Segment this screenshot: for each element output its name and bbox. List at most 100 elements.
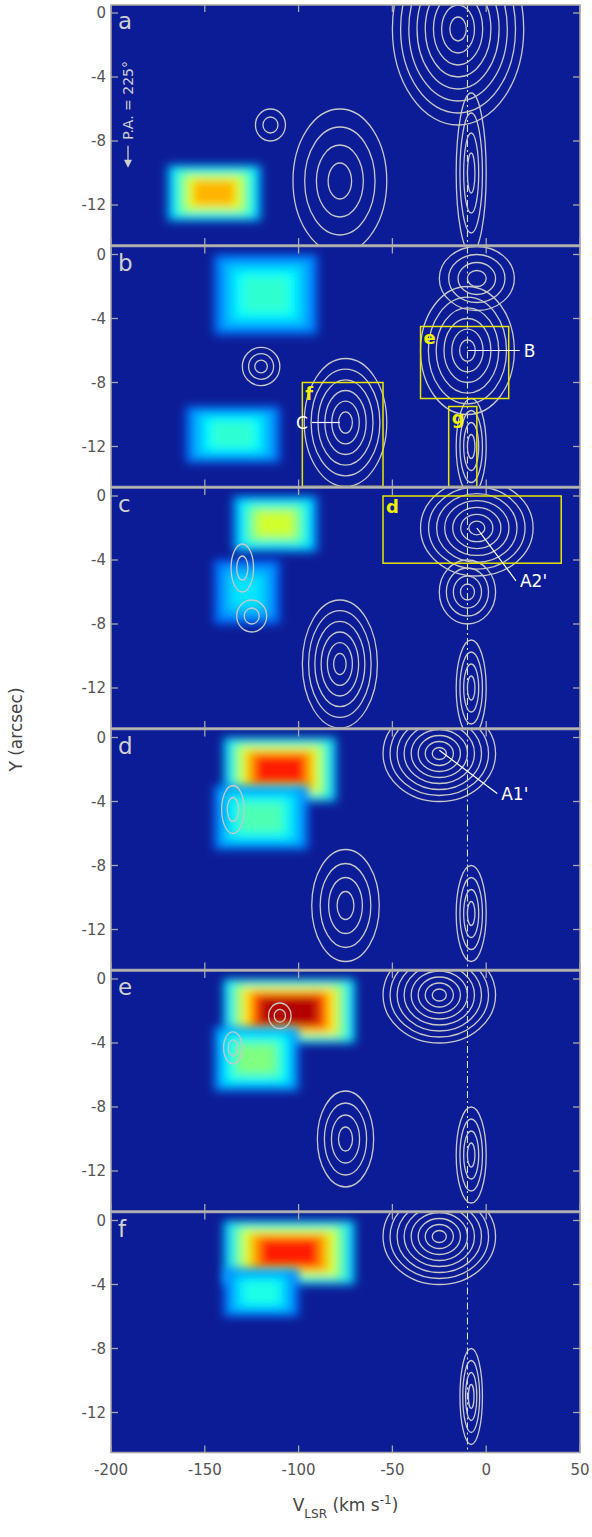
- contour: [460, 113, 483, 233]
- leader-line: [312, 422, 340, 423]
- contour: [411, 730, 467, 778]
- x-tick: [486, 247, 487, 254]
- contour: [242, 347, 280, 385]
- emission-region: [206, 418, 260, 450]
- contour: [397, 971, 481, 1031]
- x-axis-title-part: ): [392, 1495, 399, 1515]
- contour: [456, 640, 486, 728]
- x-tick: [298, 730, 299, 737]
- contour: [467, 676, 475, 700]
- panel-letter: a: [118, 8, 132, 34]
- x-tick: [298, 1213, 299, 1220]
- frame: [111, 1213, 580, 1453]
- x-tick: [298, 1446, 299, 1453]
- contour: [456, 866, 486, 962]
- frame: [111, 488, 580, 728]
- y-tick: [111, 495, 118, 496]
- y-tick-label: -4: [91, 551, 106, 569]
- contour: [467, 1143, 475, 1167]
- contour: [442, 5, 475, 53]
- x-tick-label: -100: [282, 1461, 316, 1479]
- emission-region: [257, 512, 294, 537]
- region-box: [449, 407, 477, 487]
- region-box: [421, 327, 509, 399]
- contour: [397, 1213, 481, 1273]
- x-tick: [298, 5, 299, 12]
- emission-region: [251, 992, 327, 1029]
- contour: [432, 989, 446, 1001]
- y-tick: [111, 318, 118, 319]
- contour: [390, 730, 488, 796]
- y-tick: [573, 495, 580, 496]
- feature-label: A2': [520, 571, 547, 591]
- x-tick: [579, 1213, 580, 1220]
- contour: [321, 632, 359, 696]
- box-label: e: [424, 327, 436, 348]
- emission-region: [221, 260, 310, 329]
- y-tick-label: -12: [82, 679, 107, 697]
- contour: [418, 1219, 460, 1255]
- contour: [263, 117, 278, 133]
- emission-region: [260, 1238, 318, 1266]
- y-tick: [573, 76, 580, 77]
- x-tick: [204, 5, 205, 12]
- plot-area: [214, 730, 495, 970]
- y-tick: [111, 382, 118, 383]
- x-tick: [204, 488, 205, 495]
- contour: [231, 544, 254, 592]
- panel-background: [111, 971, 580, 1211]
- panel-letter: f: [118, 1216, 127, 1242]
- frame: [111, 971, 580, 1211]
- contour: [311, 369, 380, 476]
- emission-region: [238, 1045, 275, 1073]
- y-tick-label: -4: [91, 1276, 106, 1294]
- contour: [464, 1131, 479, 1179]
- y-tick: [111, 1220, 118, 1221]
- y-tick: [111, 865, 118, 866]
- y-tick: [573, 1220, 580, 1221]
- y-tick: [111, 140, 118, 141]
- x-tick: [486, 971, 487, 978]
- contour: [305, 127, 375, 235]
- x-tick: [579, 238, 580, 245]
- contour: [433, 5, 482, 65]
- x-tick: [486, 1446, 487, 1453]
- contour: [439, 560, 495, 624]
- x-tick: [110, 971, 111, 978]
- contour: [467, 271, 486, 287]
- emission-region: [221, 790, 302, 845]
- contour: [463, 1361, 480, 1433]
- x-tick: [204, 1446, 205, 1453]
- contour: [460, 1119, 483, 1191]
- y-tick-label: -8: [91, 374, 106, 392]
- y-tick: [111, 737, 118, 738]
- y-tick: [573, 978, 580, 979]
- x-tick: [392, 1204, 393, 1211]
- contour: [337, 892, 354, 920]
- region-box: [302, 383, 383, 487]
- x-tick: [298, 488, 299, 495]
- x-tick: [110, 5, 111, 12]
- emission-region: [229, 1272, 294, 1313]
- plot-area: [224, 1213, 496, 1453]
- emission-region: [214, 1027, 298, 1091]
- x-axis-title-part: LSR: [304, 1507, 327, 1521]
- contour: [458, 263, 496, 295]
- contour: [222, 786, 245, 834]
- panel-letter: c: [118, 491, 131, 517]
- y-tick: [111, 1106, 118, 1107]
- x-tick: [392, 1213, 393, 1220]
- contour: [324, 1103, 366, 1175]
- y-axis-title: Y (arcsec): [6, 687, 26, 772]
- emission: [214, 560, 280, 624]
- contour: [467, 902, 475, 926]
- y-tick-label: 0: [96, 487, 106, 505]
- panel-background: [111, 730, 580, 970]
- x-axis-title-part: -1: [380, 1493, 392, 1507]
- feature-label: B: [524, 341, 536, 361]
- contour: [255, 360, 268, 373]
- y-tick: [111, 1042, 118, 1043]
- contour: [228, 1040, 237, 1056]
- contour: [312, 850, 380, 962]
- y-tick-label: -4: [91, 793, 106, 811]
